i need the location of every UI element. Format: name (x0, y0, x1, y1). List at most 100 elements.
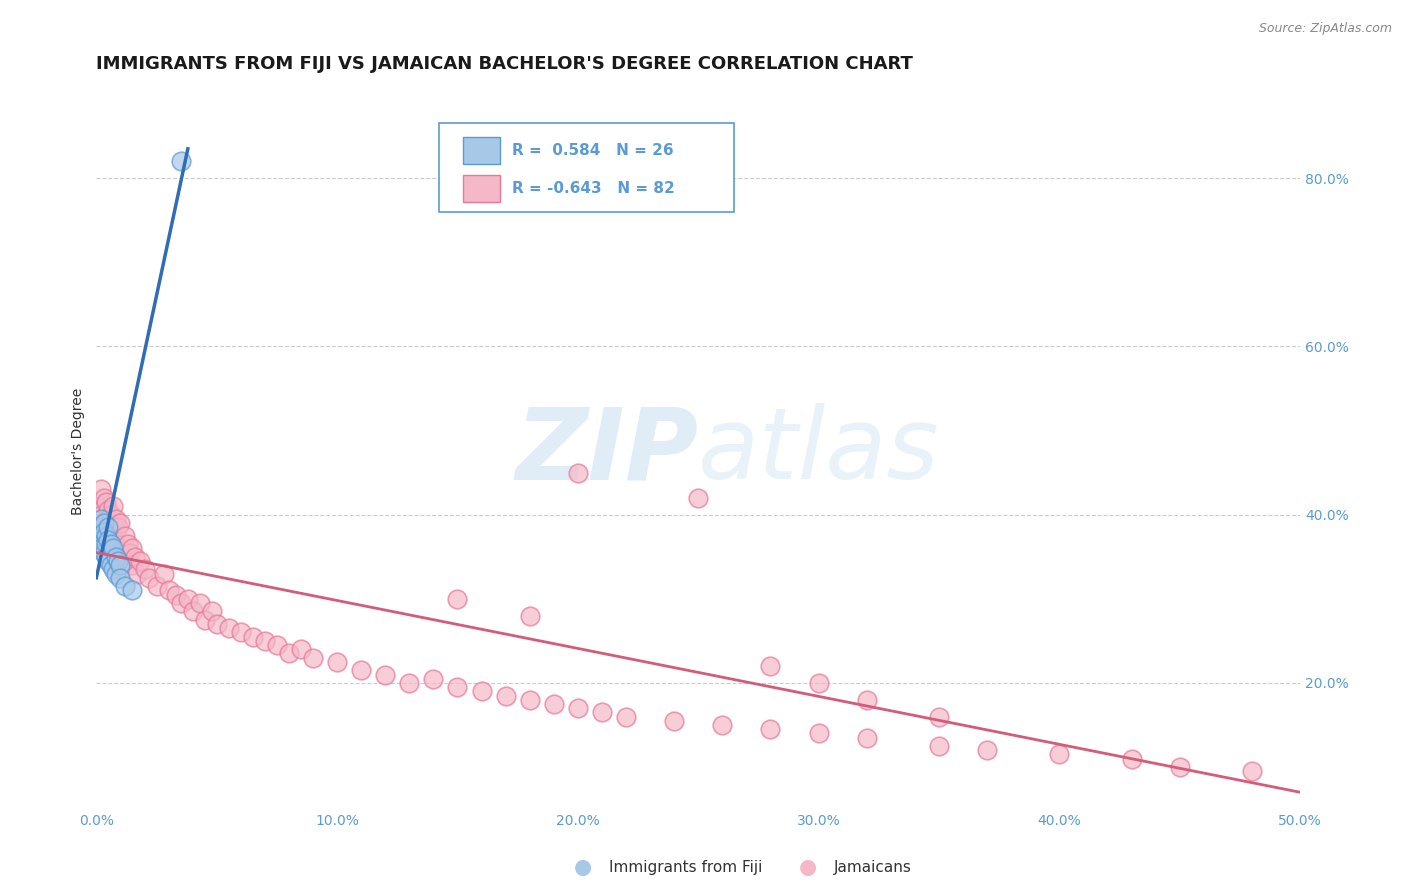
Jamaicans (100, 508, 122, 522)
Immigrants from Fiji (93, 524, 115, 539)
Immigrants from Fiji (97, 520, 120, 534)
Text: atlas: atlas (699, 403, 939, 500)
Immigrants from Fiji (100, 558, 122, 573)
Jamaicans (1121, 751, 1143, 765)
Text: R = -0.643   N = 82: R = -0.643 N = 82 (512, 181, 675, 196)
Jamaicans (470, 684, 492, 698)
Jamaicans (855, 692, 877, 706)
Text: R =  0.584   N = 26: R = 0.584 N = 26 (512, 144, 673, 159)
Jamaicans (100, 524, 122, 539)
Jamaicans (134, 562, 156, 576)
Jamaicans (976, 743, 998, 757)
Jamaicans (928, 739, 950, 753)
Jamaicans (120, 545, 142, 559)
Jamaicans (266, 638, 288, 652)
Immigrants from Fiji (100, 537, 122, 551)
Jamaicans (181, 604, 204, 618)
Jamaicans (446, 680, 468, 694)
Immigrants from Fiji (107, 554, 129, 568)
Jamaicans (519, 608, 541, 623)
Jamaicans (114, 529, 136, 543)
Jamaicans (242, 630, 264, 644)
Jamaicans (591, 706, 613, 720)
Jamaicans (567, 701, 589, 715)
Jamaicans (422, 672, 444, 686)
Jamaicans (93, 491, 115, 505)
Jamaicans (253, 633, 276, 648)
Jamaicans (519, 692, 541, 706)
Jamaicans (711, 718, 734, 732)
Jamaicans (302, 650, 325, 665)
Jamaicans (446, 591, 468, 606)
Immigrants from Fiji (103, 562, 125, 576)
Immigrants from Fiji (94, 549, 117, 564)
Jamaicans (121, 541, 143, 556)
Jamaicans (93, 516, 115, 530)
Immigrants from Fiji (104, 549, 127, 564)
Jamaicans (807, 676, 830, 690)
Immigrants from Fiji (169, 154, 191, 169)
Jamaicans (290, 642, 312, 657)
Jamaicans (145, 579, 167, 593)
FancyBboxPatch shape (440, 123, 734, 212)
Jamaicans (543, 697, 565, 711)
Text: Immigrants from Fiji: Immigrants from Fiji (609, 860, 762, 874)
Jamaicans (188, 596, 211, 610)
Jamaicans (107, 520, 129, 534)
Jamaicans (117, 537, 139, 551)
Jamaicans (90, 508, 112, 522)
Jamaicans (855, 731, 877, 745)
Y-axis label: Bachelor's Degree: Bachelor's Degree (72, 388, 86, 516)
Jamaicans (218, 621, 240, 635)
Jamaicans (104, 537, 127, 551)
Immigrants from Fiji (110, 558, 132, 573)
Jamaicans (662, 714, 685, 728)
Jamaicans (104, 512, 127, 526)
Jamaicans (1240, 764, 1263, 779)
Text: ●: ● (800, 857, 817, 877)
Immigrants from Fiji (97, 554, 120, 568)
Jamaicans (157, 583, 180, 598)
Jamaicans (127, 566, 149, 581)
Jamaicans (97, 512, 120, 526)
Jamaicans (495, 689, 517, 703)
Jamaicans (350, 663, 373, 677)
Jamaicans (201, 604, 224, 618)
Jamaicans (229, 625, 252, 640)
Jamaicans (110, 516, 132, 530)
Jamaicans (194, 613, 217, 627)
Immigrants from Fiji (121, 583, 143, 598)
Jamaicans (138, 571, 160, 585)
Immigrants from Fiji (90, 533, 112, 547)
Jamaicans (94, 495, 117, 509)
Jamaicans (97, 503, 120, 517)
Jamaicans (398, 676, 420, 690)
Immigrants from Fiji (103, 541, 125, 556)
Immigrants from Fiji (114, 579, 136, 593)
Jamaicans (121, 558, 143, 573)
Jamaicans (326, 655, 349, 669)
Jamaicans (94, 520, 117, 534)
Jamaicans (688, 491, 710, 505)
Jamaicans (103, 533, 125, 547)
Jamaicans (567, 466, 589, 480)
Jamaicans (114, 554, 136, 568)
Text: Source: ZipAtlas.com: Source: ZipAtlas.com (1258, 22, 1392, 36)
Jamaicans (614, 709, 637, 723)
Jamaicans (165, 588, 187, 602)
Jamaicans (152, 566, 174, 581)
Immigrants from Fiji (87, 520, 110, 534)
Immigrants from Fiji (94, 529, 117, 543)
Text: IMMIGRANTS FROM FIJI VS JAMAICAN BACHELOR'S DEGREE CORRELATION CHART: IMMIGRANTS FROM FIJI VS JAMAICAN BACHELO… (97, 55, 914, 73)
Immigrants from Fiji (87, 529, 110, 543)
Jamaicans (205, 617, 228, 632)
Immigrants from Fiji (93, 545, 115, 559)
Immigrants from Fiji (93, 516, 115, 530)
Immigrants from Fiji (97, 533, 120, 547)
Text: ZIP: ZIP (515, 403, 699, 500)
Text: ●: ● (575, 857, 592, 877)
Jamaicans (1047, 747, 1070, 762)
Immigrants from Fiji (110, 571, 132, 585)
Jamaicans (107, 541, 129, 556)
Jamaicans (103, 500, 125, 514)
